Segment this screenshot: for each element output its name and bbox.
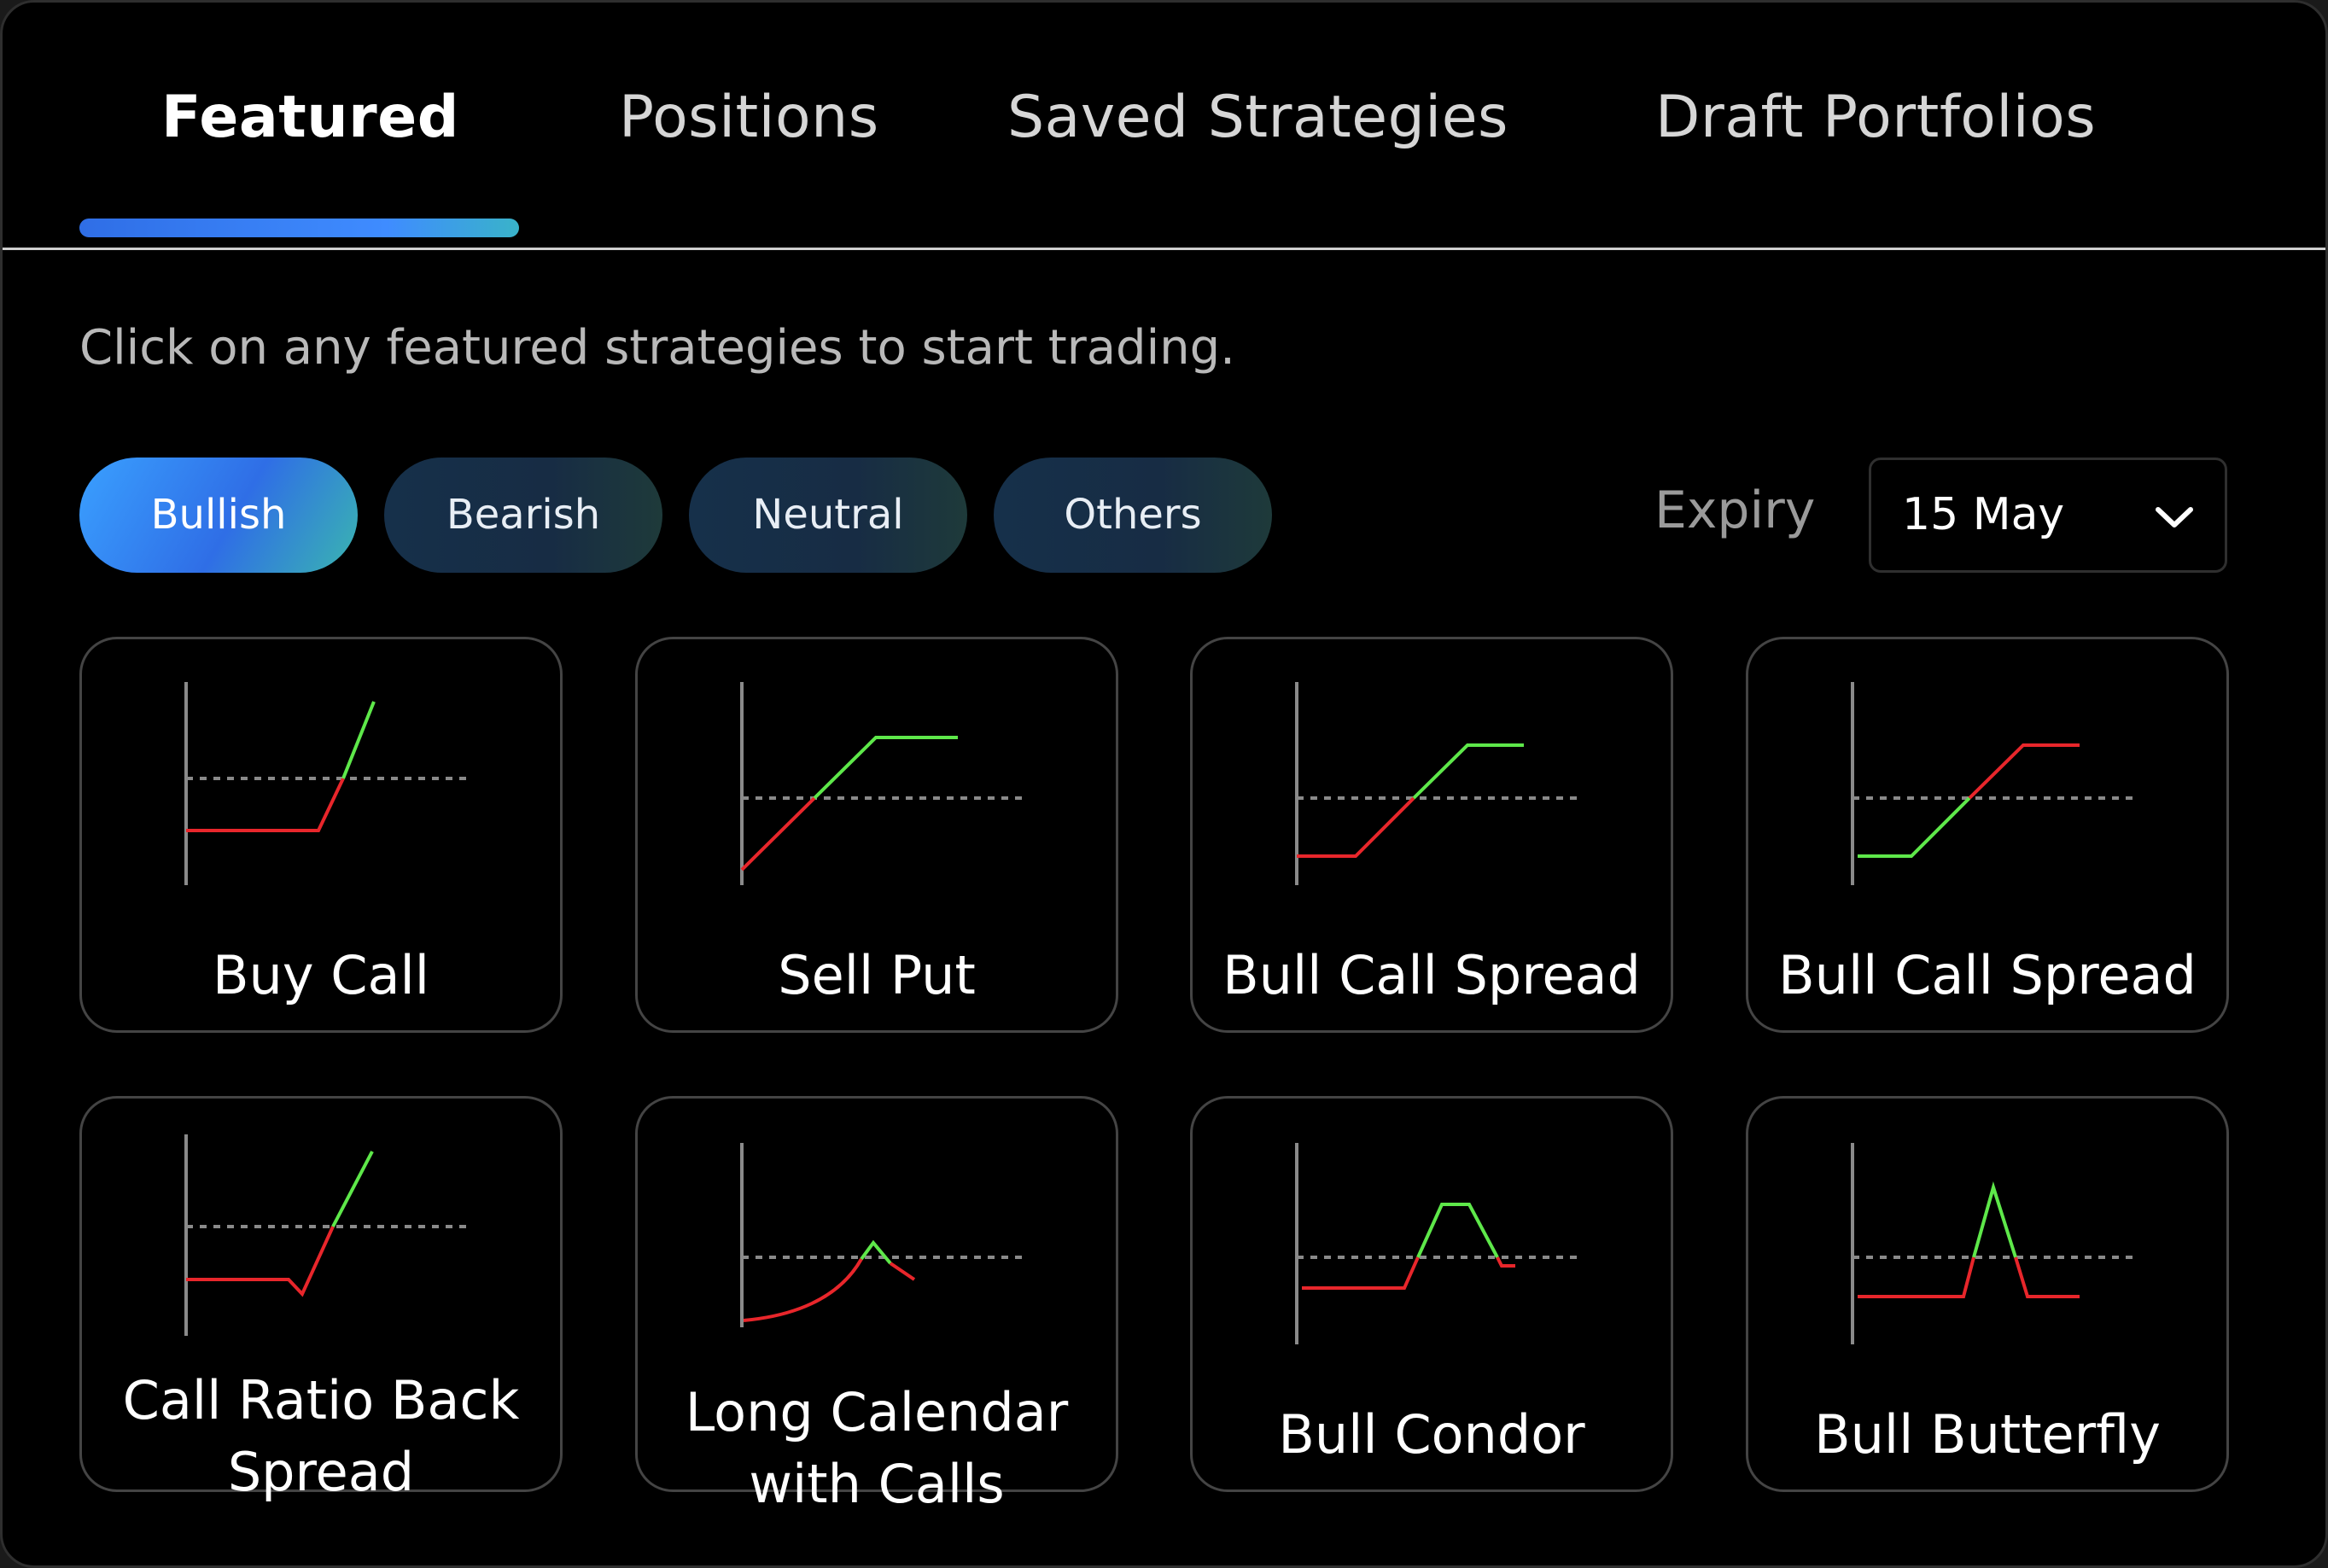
strategy-card-title: Long Calendar with Calls bbox=[638, 1377, 1116, 1520]
filter-neutral-button[interactable]: Neutral bbox=[689, 458, 967, 573]
expiry-value: 15 May bbox=[1902, 489, 2065, 540]
strategy-card-title: Bull Butterfly bbox=[1814, 1403, 2161, 1466]
payoff-diagram-bull-condor bbox=[1295, 1143, 1577, 1344]
filter-bullish-button[interactable]: Bullish bbox=[79, 458, 358, 573]
strategy-card-title: Bull Call Spread bbox=[1778, 944, 2197, 1006]
payoff-diagram-bull-call-spread-alt bbox=[1851, 682, 2133, 885]
strategy-card-bull-butterfly[interactable]: Bull Butterfly bbox=[1746, 1096, 2229, 1492]
payoff-diagram-bull-butterfly bbox=[1851, 1143, 2133, 1344]
hint-text: Click on any featured strategies to star… bbox=[79, 320, 1235, 376]
strategy-card-bull-call-spread[interactable]: Bull Call Spread bbox=[1190, 637, 1673, 1033]
strategy-card-call-ratio-back-spread[interactable]: Call Ratio Back Spread bbox=[79, 1096, 563, 1503]
strategy-card-title-line: Spread bbox=[227, 1441, 415, 1503]
tab-draft-portfolios[interactable]: Draft Portfolios bbox=[1655, 84, 2097, 151]
tab-divider bbox=[3, 248, 2325, 250]
chevron-down-icon bbox=[2156, 507, 2193, 528]
strategy-card-long-calendar-with-calls[interactable]: Long Calendar with Calls bbox=[635, 1096, 1118, 1515]
strategy-card-title-line: with Calls bbox=[749, 1453, 1005, 1515]
strategy-card-title: Buy Call bbox=[213, 944, 429, 1006]
payoff-diagram-long-calendar-with-calls bbox=[740, 1143, 1022, 1327]
payoff-diagram-sell-put bbox=[740, 682, 1022, 885]
tab-saved-strategies[interactable]: Saved Strategies bbox=[1007, 84, 1508, 151]
strategy-card-sell-put[interactable]: Sell Put bbox=[635, 637, 1118, 1033]
expiry-dropdown[interactable]: 15 May bbox=[1869, 458, 2227, 573]
payoff-diagram-call-ratio-back-spread bbox=[184, 1134, 466, 1336]
filter-others-button[interactable]: Others bbox=[994, 458, 1272, 573]
strategy-card-title-line: Call Ratio Back bbox=[122, 1369, 520, 1431]
strategy-card-bull-condor[interactable]: Bull Condor bbox=[1190, 1096, 1673, 1492]
strategy-card-bull-call-spread-alt[interactable]: Bull Call Spread bbox=[1746, 637, 2229, 1033]
strategy-card-title: Bull Call Spread bbox=[1222, 944, 1641, 1006]
payoff-diagram-buy-call bbox=[184, 682, 466, 885]
filter-bearish-button[interactable]: Bearish bbox=[384, 458, 662, 573]
tab-bar: Featured Positions Saved Strategies Draf… bbox=[3, 3, 2325, 252]
strategy-card-title: Sell Put bbox=[778, 944, 976, 1006]
payoff-diagram-bull-call-spread bbox=[1295, 682, 1577, 885]
strategy-card-title: Call Ratio Back Spread bbox=[82, 1365, 560, 1508]
strategy-card-title: Bull Condor bbox=[1278, 1403, 1585, 1466]
strategy-card-title-line: Long Calendar bbox=[685, 1381, 1069, 1443]
expiry-label: Expiry bbox=[1654, 481, 1816, 540]
tab-positions[interactable]: Positions bbox=[619, 84, 879, 151]
tab-featured[interactable]: Featured bbox=[161, 84, 459, 151]
active-tab-indicator bbox=[79, 219, 519, 237]
strategy-card-buy-call[interactable]: Buy Call bbox=[79, 637, 563, 1033]
